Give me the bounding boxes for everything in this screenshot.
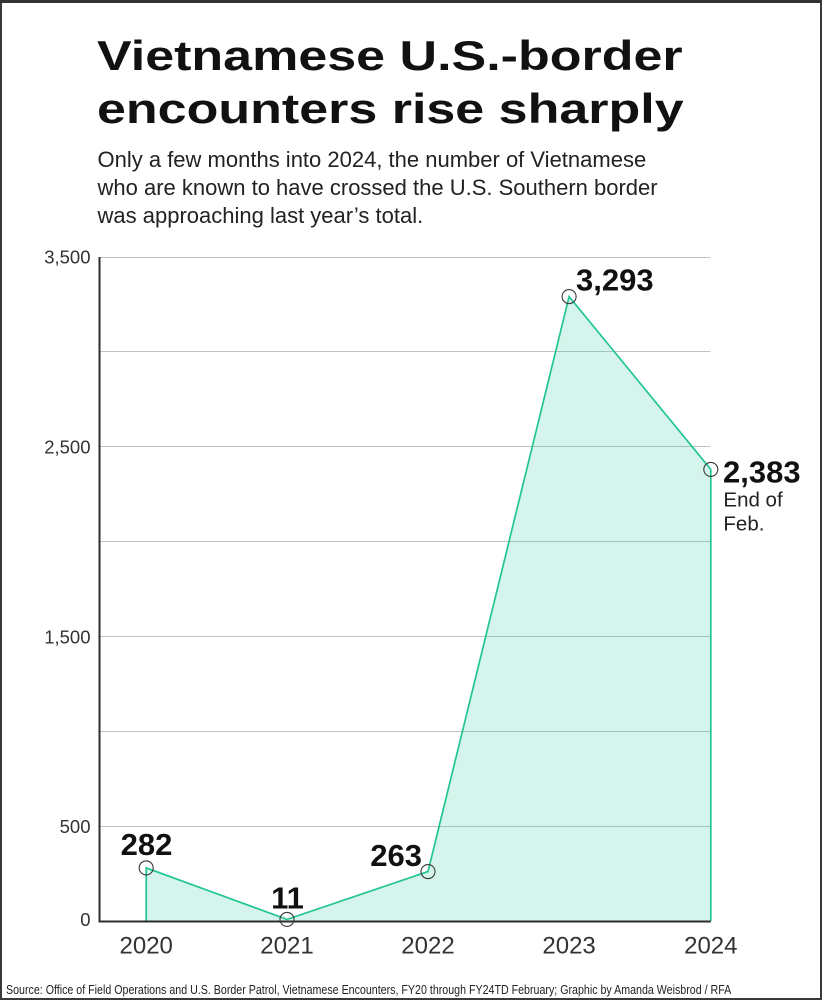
svg-text:2022: 2022 [401, 933, 454, 960]
svg-text:2020: 2020 [120, 933, 173, 960]
svg-text:263: 263 [370, 838, 422, 873]
svg-text:1,500: 1,500 [44, 626, 90, 647]
svg-text:2,383: 2,383 [723, 455, 801, 490]
svg-text:500: 500 [60, 816, 91, 837]
svg-text:282: 282 [121, 827, 173, 862]
svg-text:2023: 2023 [542, 933, 595, 960]
svg-text:11: 11 [271, 881, 304, 916]
svg-text:End of: End of [723, 489, 783, 512]
svg-text:2024: 2024 [684, 933, 737, 960]
svg-text:3,500: 3,500 [44, 247, 90, 268]
svg-text:2021: 2021 [260, 933, 313, 960]
svg-text:0: 0 [80, 909, 90, 930]
svg-text:3,293: 3,293 [576, 263, 654, 298]
svg-text:2,500: 2,500 [44, 437, 90, 458]
svg-text:Feb.: Feb. [723, 513, 764, 536]
